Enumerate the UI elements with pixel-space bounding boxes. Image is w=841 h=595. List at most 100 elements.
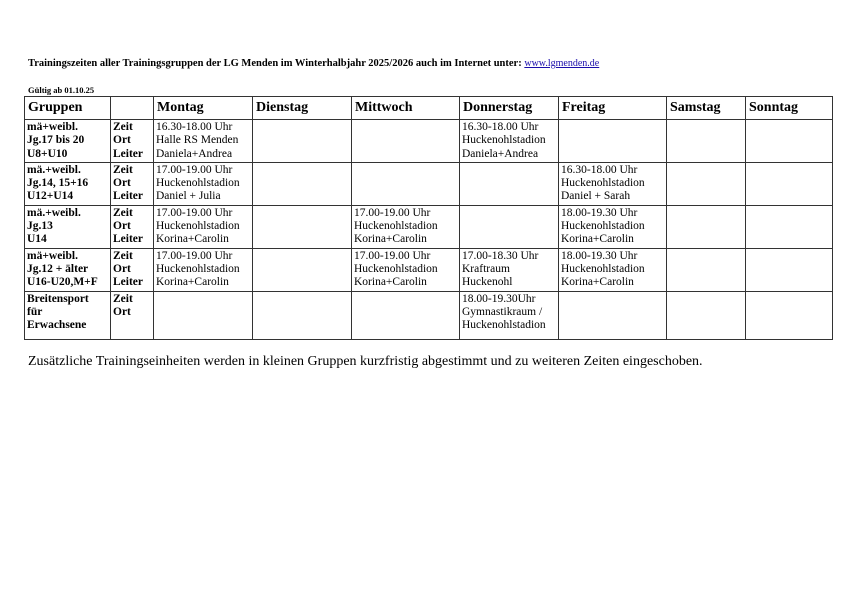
cell-line: Ort	[113, 220, 131, 233]
cell-line: Zeit	[113, 163, 133, 176]
day-cell: 18.00-19.30 Uhr Huckenohlstadion Korina+Ca…	[558, 247, 667, 292]
cell-line: Ort	[113, 262, 131, 275]
cell-line: Zeit	[113, 292, 133, 305]
cell-line: Korina+Carolin	[561, 276, 634, 289]
day-cell	[666, 204, 746, 249]
cell-line: Ort	[113, 305, 131, 318]
table-row: mä.+weibl. Jg.13 U14 Zeit Ort Leiter 17.00-19.…	[24, 204, 833, 249]
group-cell: mä.+weibl. Jg.13 U14	[24, 204, 111, 249]
day-cell	[252, 247, 352, 292]
column-header: Donnerstag	[459, 96, 559, 120]
table-row: mä.+weibl. Jg.14, 15+16 U12+U14 Zeit Ort Leit…	[24, 161, 833, 206]
cell-line: mä+weibl.	[27, 249, 78, 262]
website-link[interactable]: www.lgmenden.de	[524, 58, 600, 69]
cell-line: U14	[27, 233, 47, 246]
cell-line: Leiter	[113, 276, 144, 289]
cell-line: 16.30-18.00 Uhr	[462, 121, 539, 133]
day-cell	[252, 290, 352, 340]
day-cell	[252, 119, 352, 163]
table-row: mä+weibl. Jg.17 bis 20 U8+U10 Zeit Ort Leiter…	[24, 119, 833, 163]
field-labels-cell: Zeit Ort	[110, 290, 154, 340]
day-cell	[745, 290, 833, 340]
day-cell	[745, 247, 833, 292]
cell-line: 18.00-19.30 Uhr	[561, 249, 638, 262]
cell-line: Halle RS Menden	[156, 134, 239, 147]
cell-line: 17.00-19.00 Uhr	[156, 249, 233, 262]
column-header: Gruppen	[24, 96, 111, 120]
day-cell	[666, 247, 746, 292]
cell-line: Jg.17 bis 20	[27, 134, 85, 147]
cell-line: mä+weibl.	[27, 121, 78, 133]
field-labels-cell: Zeit Ort Leiter	[110, 119, 154, 163]
cell-line: U12+U14	[27, 190, 74, 203]
column-header: Samstag	[666, 96, 746, 120]
cell-line: 17.00-19.00 Uhr	[354, 249, 431, 262]
cell-line: Jg.13	[27, 220, 53, 233]
cell-line: Huckenohlstadion	[156, 262, 240, 275]
cell-line: Ort	[113, 177, 131, 190]
column-header: Montag	[153, 96, 253, 120]
column-header: Mittwoch	[351, 96, 460, 120]
day-cell: 17.00-19.00 Uhr Huckenohlstadion Korina+Ca…	[153, 204, 253, 249]
cell-line: Zeit	[113, 206, 133, 219]
cell-line: 16.30-18.00 Uhr	[156, 121, 233, 133]
day-cell	[666, 290, 746, 340]
cell-line: Korina+Carolin	[156, 233, 229, 246]
training-schedule-table: Gruppen Montag Dienstag Mittwoch Donnerstag F…	[24, 96, 833, 340]
group-cell: mä.+weibl. Jg.14, 15+16 U12+U14	[24, 161, 111, 206]
day-cell	[351, 161, 460, 206]
cell-line: mä.+weibl.	[27, 163, 81, 176]
cell-line: Huckenohlstadion	[561, 262, 645, 275]
cell-line: Huckenohlstadion	[354, 262, 438, 275]
cell-line: Korina+Carolin	[354, 276, 427, 289]
day-cell	[252, 161, 352, 206]
day-cell: 17.00-19.00 Uhr Huckenohlstadion Korina+Ca…	[351, 204, 460, 249]
cell-line: Leiter	[113, 233, 144, 246]
field-labels-cell: Zeit Ort Leiter	[110, 161, 154, 206]
cell-line: Huckenohlstadion	[156, 220, 240, 233]
day-cell	[558, 119, 667, 163]
cell-line: Daniela+Andrea	[462, 147, 539, 160]
day-cell	[745, 204, 833, 249]
cell-line: U8+U10	[27, 147, 68, 160]
day-cell	[153, 290, 253, 340]
cell-line: Leiter	[113, 147, 144, 160]
cell-line: 16.30-18.00 Uhr	[561, 163, 638, 176]
cell-line: Gymnastikraum /	[462, 305, 543, 318]
cell-line: Zeit	[113, 121, 133, 133]
day-cell: 17.00-18.30 Uhr Kraftraum Huckenohl	[459, 247, 559, 292]
day-cell	[666, 119, 746, 163]
cell-line: Korina+Carolin	[354, 233, 427, 246]
cell-line: 18.00-19.30 Uhr	[561, 206, 638, 219]
cell-line: Huckenohlstadion	[462, 319, 546, 332]
cell-line: für	[27, 305, 43, 318]
cell-line: Huckenohlstadion	[354, 220, 438, 233]
day-cell	[558, 290, 667, 340]
title-text: Trainingszeiten aller Trainingsgruppen d…	[28, 58, 522, 69]
cell-line: Huckenohlstadion	[561, 177, 645, 190]
cell-line: 17.00-19.00 Uhr	[156, 206, 233, 219]
cell-line: Huckenohlstadion	[462, 134, 546, 147]
day-cell: 18.00-19.30 Uhr Huckenohlstadion Korina+Ca…	[558, 204, 667, 249]
day-cell: 16.30-18.00 Uhr Huckenohlstadion Daniel + …	[558, 161, 667, 206]
column-header: Sonntag	[745, 96, 833, 120]
day-cell: 18.00-19.30Uhr Gymnastikraum / Huckenohlst…	[459, 290, 559, 340]
group-cell: mä+weibl. Jg.17 bis 20 U8+U10	[24, 119, 111, 163]
cell-line: U16-U20,M+F	[27, 276, 98, 289]
group-cell: Breitensport für Erwachsene	[24, 290, 111, 340]
day-cell	[252, 204, 352, 249]
table-row: mä+weibl. Jg.12 + älter U16-U20,M+F Zeit Ort…	[24, 247, 833, 292]
cell-line: 17.00-19.00 Uhr	[156, 163, 233, 176]
cell-line: Kraftraum	[462, 262, 510, 275]
cell-line: 18.00-19.30Uhr	[462, 292, 536, 305]
group-cell: mä+weibl. Jg.12 + älter U16-U20,M+F	[24, 247, 111, 292]
day-cell	[459, 204, 559, 249]
day-cell: 16.30-18.00 Uhr Huckenohlstadion Daniela+A…	[459, 119, 559, 163]
column-header: Freitag	[558, 96, 667, 120]
cell-line: Breitensport	[27, 292, 89, 305]
field-labels-cell: Zeit Ort Leiter	[110, 204, 154, 249]
footer-note: Zusätzliche Trainingseinheiten werden in…	[28, 354, 703, 369]
valid-from: Gültig ab 01.10.25	[28, 85, 95, 95]
cell-line: Zeit	[113, 249, 133, 262]
cell-line: mä.+weibl.	[27, 206, 81, 219]
